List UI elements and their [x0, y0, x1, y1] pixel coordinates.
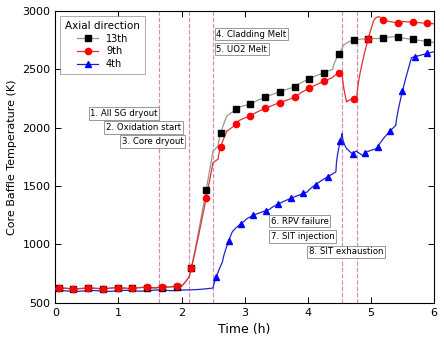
- Text: 4. Cladding Melt: 4. Cladding Melt: [216, 29, 286, 39]
- Text: 8. SIT exhaustion: 8. SIT exhaustion: [309, 247, 383, 256]
- Legend: 13th, 9th, 4th: 13th, 9th, 4th: [60, 16, 145, 74]
- Text: 6. RPV failure: 6. RPV failure: [271, 217, 329, 226]
- Text: 7. SIT injection: 7. SIT injection: [271, 232, 335, 241]
- Text: 1. All SG dryout: 1. All SG dryout: [90, 109, 158, 118]
- Text: 2. Oxidation start: 2. Oxidation start: [106, 123, 181, 132]
- Text: 3. Core dryout: 3. Core dryout: [122, 137, 183, 146]
- X-axis label: Time (h): Time (h): [218, 323, 271, 336]
- Text: 5. UO2 Melt: 5. UO2 Melt: [216, 45, 267, 54]
- Y-axis label: Core Baffle Temperature (K): Core Baffle Temperature (K): [7, 79, 17, 235]
